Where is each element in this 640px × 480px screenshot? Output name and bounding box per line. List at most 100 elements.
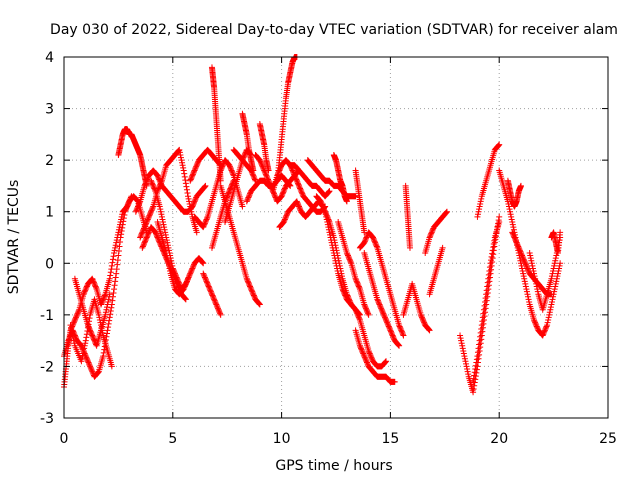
data-point	[508, 213, 515, 220]
data-point	[180, 286, 187, 293]
data-point	[81, 345, 88, 352]
data-point	[157, 206, 164, 213]
data-point	[144, 216, 151, 223]
data-point	[458, 337, 465, 344]
data-point	[191, 199, 198, 206]
data-point	[426, 327, 433, 334]
data-point	[522, 261, 529, 268]
data-point	[557, 260, 564, 267]
data-point	[291, 171, 298, 178]
data-point	[282, 213, 289, 220]
data-point	[328, 239, 335, 246]
data-point	[112, 242, 119, 249]
data-point	[427, 233, 434, 240]
data-point	[263, 172, 270, 179]
data-point	[480, 310, 487, 317]
data-point	[158, 211, 165, 218]
data-point	[99, 298, 106, 305]
data-point	[361, 301, 368, 308]
data-point	[106, 314, 113, 321]
data-point	[82, 340, 89, 347]
data-point	[69, 332, 76, 339]
data-point	[114, 257, 121, 264]
series-track	[352, 327, 398, 385]
data-point	[225, 189, 232, 196]
data-point	[109, 256, 116, 263]
data-point	[541, 327, 548, 334]
data-point	[329, 242, 336, 249]
series-track	[356, 229, 407, 339]
data-point	[81, 342, 88, 349]
data-point	[151, 186, 158, 193]
data-point	[532, 278, 539, 285]
series-track	[71, 275, 113, 349]
data-point	[298, 189, 305, 196]
data-point	[381, 314, 388, 321]
data-point	[528, 257, 535, 264]
data-point	[75, 307, 82, 314]
data-point	[124, 202, 131, 209]
data-point	[250, 167, 257, 174]
series-track	[137, 146, 200, 241]
data-point	[462, 358, 469, 365]
data-point	[485, 275, 492, 282]
data-point	[334, 268, 341, 275]
data-point	[353, 309, 360, 316]
data-point	[553, 278, 560, 285]
data-point	[360, 351, 367, 358]
data-point	[160, 219, 167, 226]
data-point	[208, 291, 215, 298]
data-point	[139, 243, 146, 250]
data-point	[459, 342, 466, 349]
data-point	[397, 324, 404, 331]
y-tick-label: -1	[40, 308, 54, 324]
data-point	[148, 208, 155, 215]
data-point	[102, 309, 109, 316]
data-point	[525, 266, 532, 273]
data-point	[176, 149, 183, 156]
data-point	[299, 190, 306, 197]
data-point	[372, 239, 379, 246]
data-point	[281, 185, 288, 192]
data-point	[146, 212, 153, 219]
data-point	[118, 216, 125, 223]
data-point	[550, 268, 557, 275]
data-point	[471, 369, 478, 376]
data-point	[98, 300, 105, 307]
data-point	[78, 358, 85, 365]
data-point	[202, 277, 209, 284]
data-point	[83, 284, 90, 291]
data-point	[162, 229, 169, 236]
data-point	[228, 167, 235, 174]
data-point	[319, 202, 326, 209]
data-point	[248, 287, 255, 294]
data-point	[140, 242, 147, 249]
data-point	[244, 197, 251, 204]
data-point	[459, 345, 466, 352]
data-point	[96, 317, 103, 324]
data-point	[259, 163, 266, 170]
data-point	[278, 193, 285, 200]
data-point	[322, 208, 329, 215]
data-point	[230, 171, 237, 178]
data-point	[289, 167, 296, 174]
data-point	[464, 366, 471, 373]
data-point	[557, 229, 564, 236]
data-point	[189, 202, 196, 209]
data-point	[523, 264, 530, 271]
data-point	[379, 309, 386, 316]
data-point	[522, 283, 529, 290]
data-point	[111, 286, 118, 293]
data-point	[250, 292, 257, 299]
data-point	[520, 273, 527, 280]
data-point	[395, 342, 402, 349]
data-point	[187, 206, 194, 213]
data-point	[244, 278, 251, 285]
data-point	[216, 307, 223, 314]
data-point	[514, 240, 521, 247]
data-point	[137, 234, 144, 241]
data-point	[127, 194, 134, 201]
data-point	[150, 184, 157, 191]
data-point	[83, 283, 90, 290]
data-point	[292, 175, 299, 182]
